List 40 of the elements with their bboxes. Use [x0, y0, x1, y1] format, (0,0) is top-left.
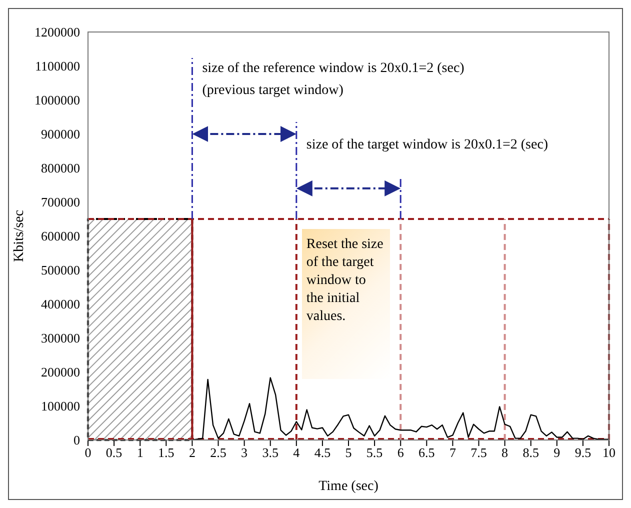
y-axis-title: Kbits/sec: [12, 210, 27, 262]
y-tick-label: 1100000: [34, 58, 80, 74]
y-tick-label: 100000: [41, 398, 80, 414]
annotation: size of the reference window is 20x0.1=2 (sec) (previous target window): [202, 61, 465, 98]
y-tick-label: 500000: [41, 262, 80, 278]
y-tick-label: 900000: [41, 126, 80, 142]
x-tick-label: 0: [84, 445, 92, 460]
x-tick-label: 6: [397, 445, 404, 460]
x-tick-label: 1.5: [158, 445, 174, 460]
x-tick-label: 5.5: [366, 445, 383, 460]
annotation: size of the target window is 20x0.1=2 (sec): [306, 137, 548, 152]
x-tick-label: 2.5: [210, 445, 226, 460]
x-tick-label: 4: [293, 445, 300, 460]
y-tick-label: 400000: [41, 296, 80, 312]
note-box: Reset the size of the target window to the initial values.: [302, 229, 390, 379]
x-tick-label: 9.5: [574, 445, 592, 460]
y-tick-label: 300000: [41, 330, 80, 346]
y-tick-label: 1200000: [34, 24, 80, 40]
x-tick-label: 1: [136, 445, 144, 460]
annotation: Reset the size of the target window to the initial values.: [306, 237, 384, 324]
y-tick-label: 700000: [41, 194, 80, 210]
x-tick-label: 0.5: [106, 445, 122, 460]
x-tick-label: 2: [188, 445, 196, 460]
x-tick-label: 8.5: [522, 445, 539, 460]
x-tick-label: 7.5: [470, 445, 487, 460]
x-tick-label: 8: [502, 445, 508, 460]
y-tick-label: 0: [74, 432, 80, 448]
x-axis-title: Time (sec): [318, 479, 379, 494]
y-tick-label: 800000: [41, 160, 80, 176]
y-tick-label: 600000: [41, 228, 80, 244]
y-tick-label: 200000: [41, 364, 80, 380]
x-tick-label: 7: [449, 445, 456, 460]
x-tick-label: 9: [554, 445, 560, 460]
x-tick-label: 5: [345, 445, 352, 460]
x-tick-label: 10: [602, 445, 616, 460]
x-tick-label: 3.5: [262, 445, 278, 460]
x-tick-label: 3: [241, 445, 248, 460]
x-tick-label: 6.5: [418, 445, 435, 460]
x-tick-label: 4.5: [314, 445, 331, 460]
y-tick-label: 1000000: [34, 92, 80, 108]
